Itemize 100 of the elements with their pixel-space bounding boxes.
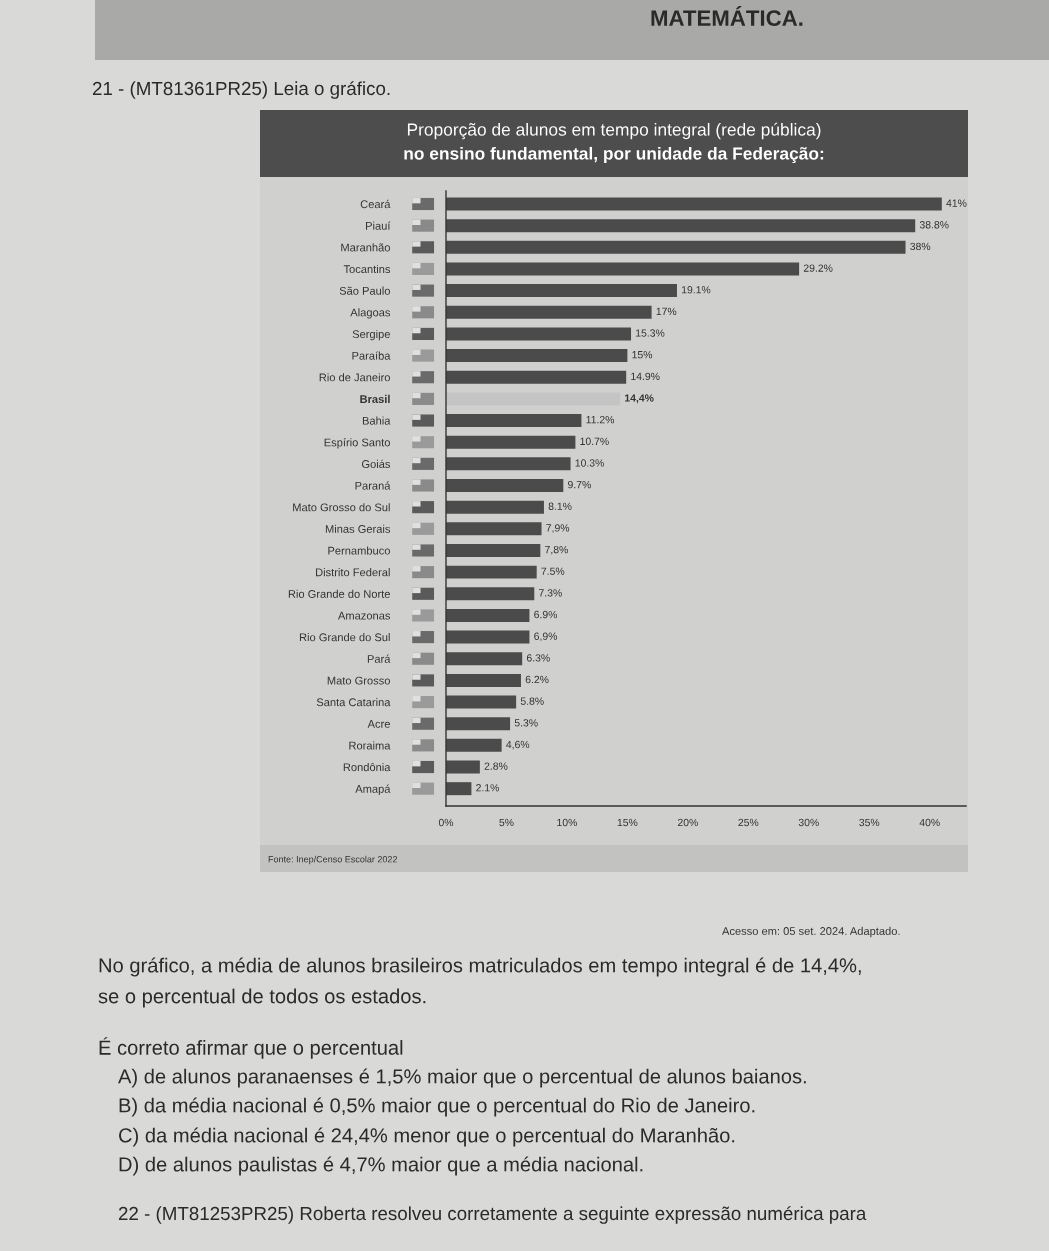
data-label: 7,9% bbox=[546, 524, 570, 533]
data-label: 7,8% bbox=[545, 545, 568, 555]
bar bbox=[446, 327, 632, 341]
bar bbox=[446, 760, 480, 774]
text: B) da média nacional é 0,5% maior que o percentual do Rio de Janeiro. bbox=[119, 1097, 755, 1117]
data-label: 8.1% bbox=[548, 502, 572, 510]
data-label: 4,6% bbox=[506, 740, 530, 750]
y-tick-label: Minas Gerais bbox=[325, 524, 391, 533]
data-label: 9.7% bbox=[568, 480, 591, 489]
data-label: 15.3% bbox=[636, 329, 665, 337]
bar bbox=[446, 565, 537, 579]
text: A) de alunos paranaenses é 1,5% maior que o percentual de alunos baianos. bbox=[118, 1068, 806, 1088]
bar bbox=[446, 479, 564, 492]
data-label: 7.5% bbox=[541, 567, 565, 575]
data-label: 41% bbox=[946, 199, 967, 207]
data-label: 14,4% bbox=[625, 394, 654, 404]
bar bbox=[446, 673, 521, 687]
bar bbox=[446, 543, 541, 557]
bar bbox=[446, 414, 582, 428]
text: É correto afirmar que o percentual bbox=[99, 1037, 403, 1059]
x-tick-label: 35% bbox=[859, 818, 880, 827]
y-tick-label: Rio Grande do Sul bbox=[299, 633, 390, 642]
data-label: 5.8% bbox=[520, 697, 544, 705]
y-tick-label: Mato Grosso do Sul bbox=[293, 503, 390, 512]
y-tick-label: Rondônia bbox=[343, 762, 391, 772]
data-label: 10.7% bbox=[580, 437, 609, 445]
bar bbox=[446, 500, 544, 514]
bar bbox=[446, 435, 576, 449]
y-tick-label: Distrito Federal bbox=[316, 568, 390, 577]
text: D) de alunos paulistas é 4,7% maior que a média nacional. bbox=[119, 1156, 643, 1176]
text: C) da média nacional é 24,4% menor que o percentual do Maranhão. bbox=[119, 1127, 735, 1147]
bar bbox=[446, 695, 517, 709]
text: 21 - (MT81361PR25) Leia o gráfico. bbox=[92, 81, 390, 99]
x-tick-label: 0% bbox=[438, 818, 454, 827]
bar bbox=[446, 717, 511, 731]
bar bbox=[446, 349, 628, 363]
data-label: 10.3% bbox=[575, 459, 604, 467]
text: Acesso em: 05 set. 2024. Adaptado. bbox=[722, 926, 900, 938]
bar bbox=[446, 630, 530, 644]
data-label: 19.1% bbox=[682, 286, 711, 294]
x-tick-label: 5% bbox=[499, 818, 514, 827]
y-tick-label: Roraima bbox=[349, 741, 391, 750]
bar bbox=[446, 392, 621, 406]
data-label: 6.9% bbox=[534, 610, 558, 619]
bar bbox=[446, 738, 502, 752]
y-tick-label: Rio Grande do Norte bbox=[288, 589, 390, 598]
y-tick-label: Santa Catarina bbox=[316, 698, 391, 707]
y-tick-label: Tocantins bbox=[343, 264, 391, 274]
bar bbox=[446, 284, 677, 298]
data-label: 38% bbox=[910, 242, 931, 251]
data-label: 29.2% bbox=[803, 264, 833, 272]
data-label: 6.2% bbox=[525, 675, 549, 684]
data-label: 11.2% bbox=[586, 415, 615, 424]
x-tick-label: 25% bbox=[738, 818, 759, 827]
bar bbox=[446, 652, 523, 666]
text: No gráfico, a média de alunos brasileiros matriculados em tempo integral é de 14,4%, bbox=[99, 957, 861, 977]
bar bbox=[446, 262, 800, 276]
data-label: 15% bbox=[632, 351, 653, 359]
data-label: 6.3% bbox=[526, 654, 550, 662]
y-tick-label: Rio de Janeiro bbox=[319, 373, 390, 382]
x-tick-label: 10% bbox=[557, 818, 577, 827]
y-tick-label: Mato Grosso bbox=[327, 676, 390, 685]
y-tick-label: Paraná bbox=[355, 481, 391, 490]
y-tick-label: Pernambuco bbox=[328, 546, 390, 555]
data-label: 7.3% bbox=[539, 589, 562, 597]
bar bbox=[446, 197, 942, 211]
data-label: 38.8% bbox=[919, 221, 949, 229]
data-label: 17% bbox=[656, 307, 677, 316]
y-tick-label: Pará bbox=[367, 654, 391, 663]
y-tick-label: Acre bbox=[367, 720, 390, 728]
bar bbox=[446, 522, 542, 536]
y-tick-label: São Paulo bbox=[339, 286, 390, 295]
x-tick-label: 15% bbox=[617, 818, 638, 827]
data-label: 14.9% bbox=[631, 372, 660, 381]
y-tick-label: Ceará bbox=[360, 199, 391, 209]
bar bbox=[446, 587, 535, 601]
bar bbox=[446, 370, 627, 384]
y-tick-label: Maranhão bbox=[341, 243, 390, 252]
y-tick-label: Sergipe bbox=[352, 329, 390, 341]
x-tick-label: 30% bbox=[798, 818, 819, 827]
chart-title: Proporção de alunos em tempo integral (rede pública) no ensino fundamental, por unidade da Federação: bbox=[404, 122, 824, 164]
data-label: 5.3% bbox=[514, 719, 538, 727]
bar bbox=[446, 240, 906, 254]
bar bbox=[446, 608, 530, 622]
bar bbox=[446, 305, 652, 319]
y-tick-label: Bahia bbox=[362, 416, 391, 425]
x-tick-label: 40% bbox=[919, 818, 940, 827]
source-note: Fonte: Inep/Censo Escolar 2022 bbox=[268, 855, 398, 865]
y-tick-label: Piauí bbox=[366, 221, 391, 230]
y-tick-label: Espírio Santo bbox=[324, 438, 390, 449]
data-label: 6,9% bbox=[534, 632, 558, 642]
text: 22 - (MT81253PR25) Roberta resolveu corretamente a seguinte expressão numérica para bbox=[118, 1206, 867, 1224]
text: se o percentual de todos os estados. bbox=[98, 988, 426, 1008]
y-tick-label: Goiás bbox=[361, 459, 391, 468]
y-tick-label: Paraíba bbox=[352, 351, 391, 360]
text: MATEMÁTICA. bbox=[651, 6, 803, 26]
bar bbox=[446, 457, 571, 471]
y-tick-label: Amazonas bbox=[337, 611, 391, 620]
y-tick-label: Brasil bbox=[360, 394, 390, 404]
data-label: 2.1% bbox=[476, 784, 499, 792]
